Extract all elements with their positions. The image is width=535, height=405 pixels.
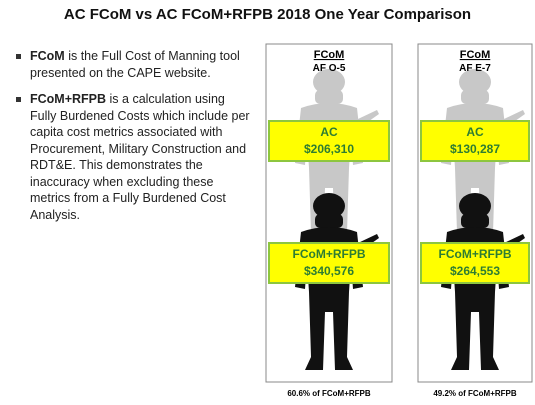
bottom-label: FCoM: [317, 370, 342, 380]
footnote: 49.2% of FCoM+RFPB: [433, 389, 517, 398]
full-label: FCoM+RFPB: [293, 247, 366, 261]
bullet-term: FCoM: [30, 49, 65, 63]
full-label: FCoM+RFPB: [439, 247, 512, 261]
bullet-text: is the Full Cost of Manning tool present…: [30, 49, 240, 80]
bullet: FCoM is the Full Cost of Manning tool pr…: [14, 48, 254, 81]
panel-heading: FCoM: [314, 49, 345, 61]
full-box: [268, 242, 390, 284]
ac-value: $130,287: [450, 142, 500, 156]
ac-label: AC: [320, 125, 338, 139]
bottom-label: FCoM: [463, 370, 488, 380]
slide-title: AC FCoM vs AC FCoM+RFPB 2018 One Year Co…: [63, 6, 472, 23]
ac-label: AC: [466, 125, 484, 139]
bullet: FCoM+RFPB is a calculation using Fully B…: [14, 91, 254, 223]
full-value: $340,576: [304, 264, 354, 278]
panel-grade: AF O-5: [313, 63, 346, 74]
panel: FCoM AF O-5 AC $206,310 FCoM+RFPB $340,5…: [265, 43, 393, 398]
bullet-list: FCoM is the Full Cost of Manning tool pr…: [14, 48, 254, 233]
bullet-text: is a calculation using Fully Burdened Co…: [30, 92, 250, 222]
full-box: [420, 242, 530, 284]
panel-grade: AF E-7: [459, 63, 491, 74]
ac-box: [420, 120, 530, 162]
ac-value: $206,310: [304, 142, 354, 156]
bullet-term: FCoM+RFPB: [30, 92, 107, 106]
footnote: 60.6% of FCoM+RFPB: [287, 389, 371, 398]
panel-heading: FCoM: [460, 49, 491, 61]
full-value: $264,553: [450, 264, 500, 278]
ac-box: [268, 120, 390, 162]
panel: FCoM AF E-7 AC $130,287 FCoM+RFPB $264,5…: [417, 43, 533, 398]
